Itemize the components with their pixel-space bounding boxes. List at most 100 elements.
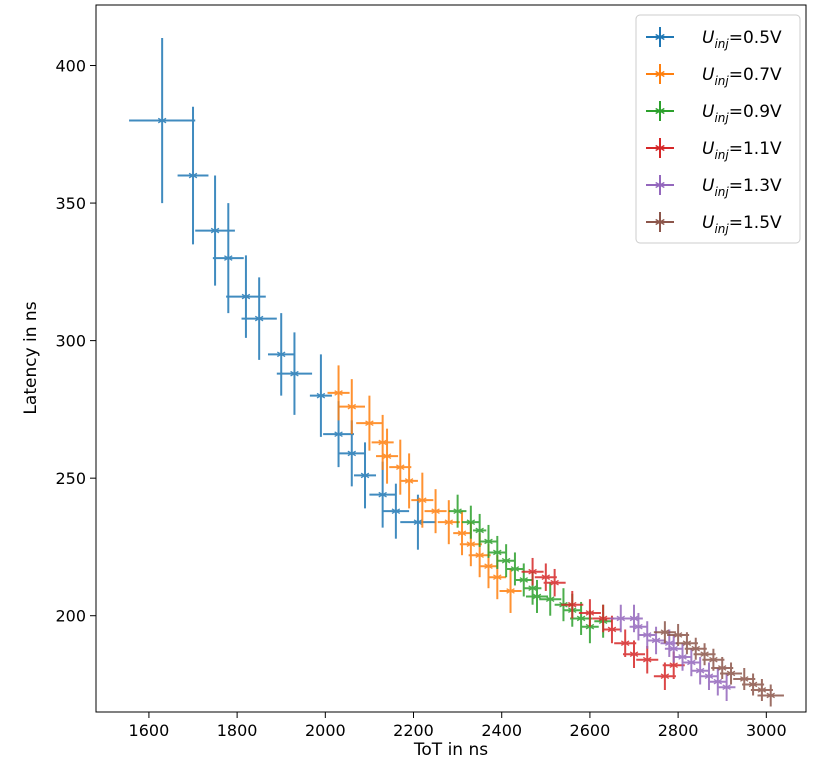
x-tick-label: 1600 [129, 721, 170, 740]
data-point [550, 578, 559, 588]
series-3 [521, 557, 685, 690]
x-tick-label: 2400 [481, 721, 522, 740]
data-point [365, 418, 374, 428]
y-tick-label: 200 [55, 607, 86, 626]
legend-entry: Uinj=0.7V [646, 64, 782, 88]
legend-marker [655, 217, 665, 227]
legend-marker [655, 106, 665, 116]
data-point [528, 567, 537, 577]
data-point [457, 528, 467, 538]
legend-entry: Uinj=1.3V [646, 175, 782, 199]
data-point [254, 314, 264, 324]
data-point [347, 448, 356, 458]
data-point [475, 525, 484, 535]
data-point [726, 668, 736, 678]
y-axis-title: Latency in ns [21, 301, 41, 414]
data-point [444, 517, 454, 527]
data-point [431, 506, 440, 516]
x-tick-label: 2000 [305, 721, 346, 740]
data-point [334, 388, 343, 398]
data-point [378, 490, 387, 500]
data-point [484, 536, 493, 546]
data-point [484, 561, 493, 571]
y-tick-label: 400 [55, 57, 86, 76]
data-point [687, 657, 696, 667]
series-1 [327, 365, 522, 613]
data-point [510, 564, 520, 574]
x-tick-label: 3000 [746, 721, 787, 740]
legend-marker [655, 69, 665, 79]
x-tick-label: 2800 [658, 721, 699, 740]
series-layer [129, 38, 784, 707]
legend-entry: Uinj=1.5V [646, 212, 782, 236]
data-point [396, 462, 405, 472]
data-point [519, 575, 528, 585]
legend-marker [655, 180, 665, 190]
data-point [493, 547, 502, 557]
legend: Uinj=0.5V Uinj=0.7V Uinj=0.9V Uinj=1.1V Uinj… [635, 14, 801, 244]
data-point [598, 613, 608, 623]
data-point [453, 506, 462, 516]
data-point [651, 635, 661, 645]
data-point [682, 638, 692, 648]
data-point [695, 666, 705, 676]
legend-entry: Uinj=1.1V [646, 138, 782, 162]
data-point [334, 429, 343, 439]
data-point [466, 539, 476, 549]
data-point [748, 679, 758, 689]
legend-box [635, 14, 801, 244]
data-point [506, 586, 515, 596]
series-0 [129, 38, 436, 550]
data-point [740, 674, 749, 684]
data-point [382, 451, 392, 461]
data-point [704, 671, 714, 681]
data-point [620, 638, 630, 648]
data-point [276, 349, 286, 359]
data-point [475, 550, 484, 560]
data-point [546, 594, 555, 604]
data-point [391, 506, 401, 516]
data-point [224, 253, 233, 263]
data-point [717, 663, 727, 673]
data-point [713, 677, 723, 687]
data-point [532, 591, 542, 601]
y-axis: 200 250 300 350 400 [55, 57, 96, 626]
y-tick-label: 250 [55, 469, 86, 488]
data-point [665, 638, 674, 648]
data-point [210, 226, 220, 236]
data-point [643, 630, 652, 640]
x-axis-title: ToT in ns [413, 740, 488, 760]
data-point [634, 622, 643, 632]
legend-label: Uinj=1.5V [702, 213, 782, 236]
data-point [700, 649, 709, 659]
x-tick-label: 2600 [570, 721, 611, 740]
data-point [466, 517, 476, 527]
data-point [501, 556, 511, 566]
data-point [669, 644, 678, 654]
data-point [576, 613, 586, 623]
data-point [673, 630, 683, 640]
data-point [418, 495, 427, 505]
legend-label: Uinj=1.3V [702, 176, 782, 199]
legend-marker [655, 143, 665, 153]
legend-label: Uinj=1.1V [702, 139, 782, 162]
data-point [678, 652, 687, 662]
data-point [616, 613, 626, 623]
data-point [290, 369, 299, 379]
legend-label: Uinj=0.9V [702, 102, 782, 125]
legend-label: Uinj=0.5V [702, 28, 782, 51]
data-point [629, 649, 639, 659]
data-point [660, 627, 670, 637]
data-point [766, 690, 775, 700]
legend-entry: Uinj=0.9V [646, 101, 782, 125]
y-tick-label: 350 [55, 194, 86, 213]
data-point [493, 572, 502, 582]
data-point [722, 682, 731, 692]
legend-label: Uinj=0.7V [702, 65, 782, 88]
data-point [568, 600, 577, 610]
data-point [607, 624, 617, 634]
x-tick-label: 2200 [393, 721, 434, 740]
data-point [691, 644, 700, 654]
data-point [188, 171, 198, 181]
